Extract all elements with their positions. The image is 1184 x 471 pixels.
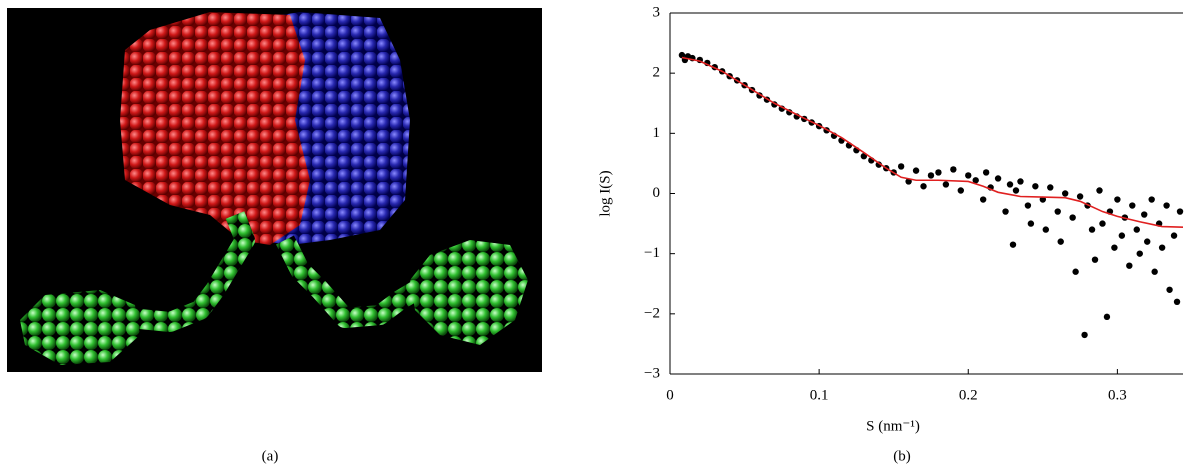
data-point [1158, 244, 1166, 251]
data-point [1076, 193, 1084, 200]
data-point [1126, 262, 1133, 269]
data-point [982, 169, 990, 176]
data-point [1151, 268, 1158, 275]
data-point [1133, 226, 1140, 233]
y-tick-label: −3 [644, 365, 660, 381]
data-point [1081, 331, 1088, 339]
data-point [1103, 313, 1111, 321]
data-point [1091, 256, 1099, 263]
y-tick-label: 0 [653, 185, 661, 201]
data-point [1144, 238, 1151, 245]
data-point [972, 177, 979, 184]
x-tick-label: 0.1 [810, 387, 829, 403]
x-tick-label: 0.2 [959, 387, 978, 403]
data-point [1012, 187, 1020, 194]
data-point [927, 172, 935, 179]
data-point [1061, 190, 1069, 197]
x-tick-label: 0.3 [1108, 387, 1127, 403]
data-point [1173, 298, 1181, 305]
fit-line [681, 56, 1184, 228]
data-point [1170, 232, 1178, 239]
data-point [1047, 184, 1054, 191]
molecule-image [7, 8, 542, 372]
data-point [1129, 202, 1136, 209]
data-point [1072, 268, 1079, 275]
data-point [1017, 178, 1024, 185]
data-point [1054, 208, 1061, 215]
x-axis-label: S (nm⁻¹) [866, 418, 920, 434]
y-tick-label: −2 [644, 305, 660, 321]
y-axis-label: log I(S) [597, 170, 613, 216]
data-point [920, 183, 927, 190]
data-point [1099, 220, 1106, 227]
data-point [1069, 214, 1076, 221]
data-point [935, 169, 942, 176]
data-point [994, 175, 1002, 182]
data-point [1141, 211, 1148, 218]
data-point [1002, 208, 1009, 215]
data-point [942, 181, 950, 188]
data-point [1009, 241, 1017, 248]
data-point [1006, 181, 1014, 188]
y-tick-label: 2 [653, 65, 661, 81]
y-tick-label: 1 [653, 125, 661, 141]
data-point [1096, 187, 1103, 194]
data-point [678, 51, 686, 59]
data-point [1136, 250, 1143, 257]
data-point [1114, 196, 1121, 203]
data-point [1111, 244, 1118, 251]
data-point [1176, 208, 1184, 215]
y-tick-label: −1 [644, 245, 660, 261]
data-point [912, 167, 920, 174]
data-point [1057, 238, 1064, 245]
data-point [1088, 226, 1096, 233]
data-point [1027, 220, 1035, 227]
data-point [1024, 202, 1032, 209]
data-point [979, 196, 987, 203]
x-tick-label: 0 [666, 387, 674, 403]
y-tick-label: 3 [653, 4, 661, 20]
data-point [1118, 232, 1126, 239]
data-point [1032, 183, 1039, 190]
data-point [875, 161, 882, 168]
data-point [950, 166, 957, 173]
data-point [1166, 286, 1173, 293]
data-point [1163, 202, 1170, 209]
panel-caption: (a) [262, 448, 279, 464]
data-point [1042, 226, 1050, 233]
data-point [897, 163, 905, 170]
data-point [957, 187, 964, 194]
data-point [1148, 196, 1155, 203]
panel-caption: (b) [893, 448, 911, 464]
data-point [965, 172, 972, 179]
